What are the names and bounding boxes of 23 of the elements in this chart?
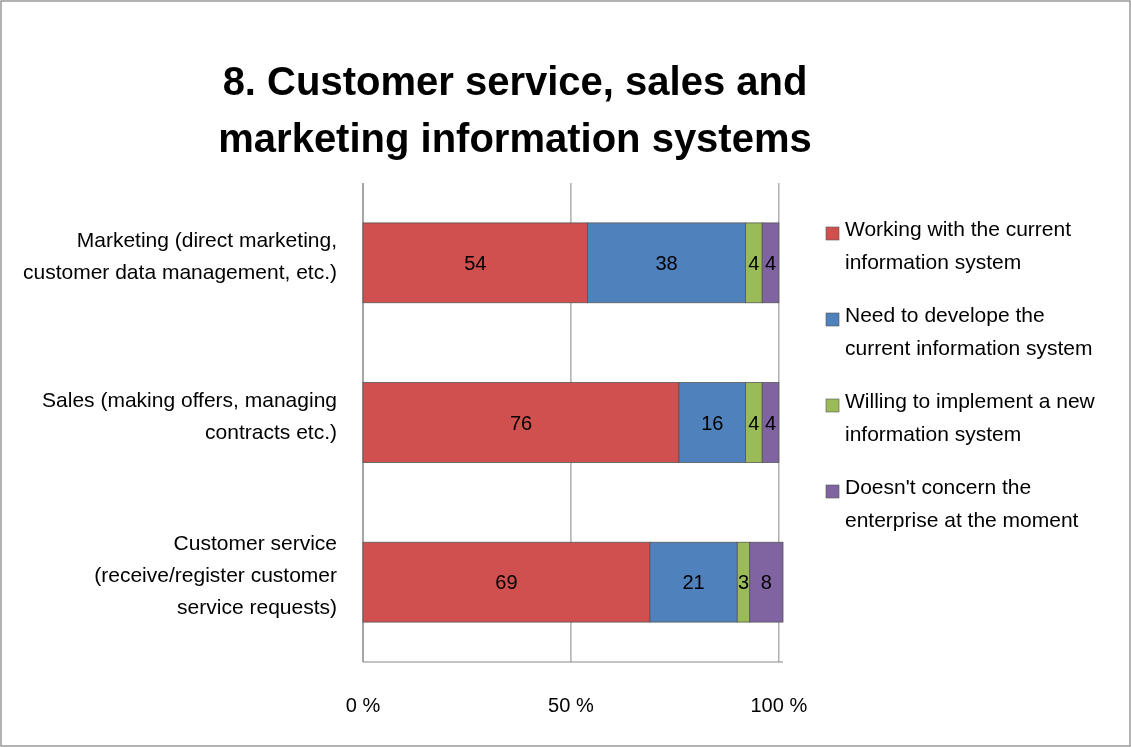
y-tick-label: Customer service (receive/register customer service requests) [94, 531, 337, 619]
data-label: 3 [737, 571, 750, 594]
legend-label: Doesn't concern the enterprise at the moment [845, 475, 1079, 531]
data-label: 54 [464, 251, 487, 274]
data-label: 38 [655, 251, 678, 274]
x-tick-label: 0 % [345, 694, 381, 716]
y-tick-label: Marketing (direct marketing, customer data management, etc.) [23, 227, 337, 283]
data-label: 76 [509, 411, 533, 434]
data-label: 16 [701, 411, 724, 434]
x-tick-label: 50 % [548, 694, 594, 716]
legend-label: Willing to implement a new information system [845, 389, 1096, 445]
data-label: 4 [764, 411, 777, 434]
legend-label: Need to develope the current information system [845, 303, 1093, 359]
data-label: 4 [748, 411, 760, 434]
data-label: 21 [682, 571, 705, 594]
data-label: 4 [748, 251, 760, 274]
data-label: 4 [764, 251, 777, 274]
legend-label: Working with the current information system [845, 217, 1072, 273]
data-label: 8 [760, 571, 772, 594]
data-label: 69 [495, 571, 518, 594]
x-tick-label: 100 % [750, 694, 808, 716]
chart-title: 8. Customer service, sales and marketing information systems [218, 59, 812, 160]
y-tick-label: Sales (making offers, managing contracts etc.) [42, 387, 337, 443]
